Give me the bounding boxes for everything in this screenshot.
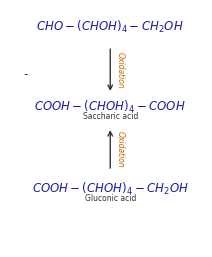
- Text: -: -: [23, 68, 28, 81]
- Text: $CHO-(CHOH)_4-CH_2OH$: $CHO-(CHOH)_4-CH_2OH$: [36, 19, 184, 35]
- Text: Oxidation: Oxidation: [115, 52, 124, 88]
- Text: Saccharic acid: Saccharic acid: [82, 112, 138, 121]
- Text: Oxidation: Oxidation: [115, 131, 124, 167]
- Text: $COOH-(CHOH)_4-COOH$: $COOH-(CHOH)_4-COOH$: [34, 99, 186, 115]
- Text: $COOH-(CHOH)_4-CH_2OH$: $COOH-(CHOH)_4-CH_2OH$: [32, 181, 189, 197]
- Text: Gluconic acid: Gluconic acid: [85, 194, 136, 203]
